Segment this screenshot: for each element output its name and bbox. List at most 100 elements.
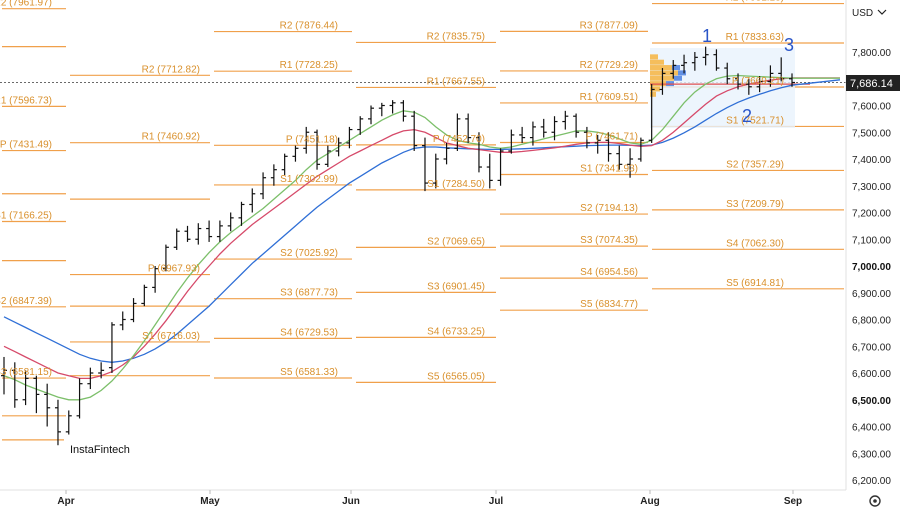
ohlc-bar [540,118,547,138]
ohlc-bar [368,105,375,125]
ohlc-bar [335,137,342,157]
ohlc-bar [1,356,7,395]
ohlc-bar [314,129,321,170]
pivot-label: R2 (7981.13) [726,0,784,4]
ohlc-bar [508,129,515,154]
pivot-label: S3 (7074.35) [580,235,638,246]
pivot-labels: R2 (7961.97) R1 (7596.73) P (7431.49) S1 (7… [0,0,784,382]
ohlc-bar [573,113,580,138]
ohlc-bar [87,367,94,390]
ohlc-bar [270,164,277,186]
ohlc-bar [648,84,655,143]
pivot-label: P (6967.93) [148,264,200,275]
last-price-label: 7,686.14 [850,78,893,90]
ohlc-bar [454,113,461,151]
ohlc-bar [303,126,310,154]
volume-profile-bar [650,86,660,92]
ohlc-bar [562,110,569,130]
ohlc-bar [681,54,688,74]
pivot-label: R2 (7729.29) [580,60,638,71]
ohlc-bar [421,137,428,192]
pivot-label: S2 (7069.65) [427,236,485,247]
pivot-label: R2 (7876.44) [280,21,338,32]
ohlc-bar [227,212,234,232]
ohlc-bar [33,375,40,414]
pivot-label: S5 (6834.77) [580,299,638,310]
x-axis-tick-label: Sep [784,496,802,507]
ohlc-bar [659,68,666,95]
ohlc-bar [173,228,180,250]
settings-gear-icon[interactable] [869,495,881,507]
x-axis-tick-label: May [200,496,220,507]
pivot-label: R1 (7460.92) [142,132,200,143]
pivot-levels [0,2,846,441]
pivot-label: S1 (6716.03) [142,331,200,342]
ohlc-bar [745,78,752,95]
y-axis-tick-label: 6,200.00 [852,476,891,487]
pivot-label: R1 (7667.55) [427,76,485,87]
pivot-label: S2 (7194.13) [580,203,638,214]
x-axis-tick-label: Jul [489,496,504,507]
chevron-down-icon[interactable] [877,9,887,15]
ohlc-bar [98,362,105,379]
ohlc-bar [497,148,504,186]
pivot-label: R3 (7877.09) [580,20,638,31]
pivot-label: R1 (7596.73) [0,95,52,106]
ohlc-bar [195,223,202,245]
y-axis-tick-label: 7,100.00 [852,235,891,246]
pivot-label: P (7461.71) [586,131,638,142]
volume-profile-bar [650,54,658,60]
pivot-label: S1 (7284.50) [427,179,485,190]
pivot-label: S4 (6954.56) [580,267,638,278]
x-axis-tick-label: Apr [57,496,74,507]
ohlc-bar [411,110,418,151]
ohlc-bar [249,188,256,213]
currency-label[interactable]: USD [852,8,873,19]
y-axis-tick-label: 6,800.00 [852,316,891,327]
y-axis-ticks: 7,800.007,700.007,600.007,500.007,400.00… [852,48,891,487]
pivot-label: S4 (6729.53) [280,327,338,338]
y-axis-tick-label: 7,200.00 [852,209,891,220]
x-axis-ticks: Apr May Jun Jul Aug Sep [57,490,802,507]
pivot-label: S5 (6581.33) [280,367,338,378]
last-price-badge [846,75,900,91]
y-axis-tick-label: 7,600.00 [852,102,891,113]
ohlc-bar [519,126,526,143]
ohlc-bar [432,153,439,189]
pivot-label: S4 (7062.30) [726,238,784,249]
wave-label-1: 1 [702,26,712,46]
sma-mid-line [3,77,840,380]
y-axis-tick-label: 7,400.00 [852,155,891,166]
y-axis-tick-label: 7,500.00 [852,128,891,139]
volume-profile-bar [678,70,686,76]
pivot-label: S3 (7209.79) [726,199,784,210]
y-axis-tick-label: 7,300.00 [852,182,891,193]
pivot-label: P (7452.70) [433,134,485,145]
ohlc-bar [54,399,61,446]
ohlc-bar [238,201,245,226]
y-axis-tick-label: 7,800.00 [852,48,891,59]
ohlc-bar [529,121,536,146]
ohlc-bar [702,46,709,66]
pivot-label: P (7431.49) [0,140,52,151]
ohlc-bar [292,145,299,162]
ohlc-bar [206,220,213,242]
ohlc-bar [108,322,115,373]
ohlc-bar [627,148,634,178]
pivot-label: S5 (6565.05) [427,371,485,382]
brand-background [64,438,148,462]
pivot-label: R2 (7712.82) [142,64,200,75]
ohlc-bar [605,132,612,162]
pivot-label: S4 (6733.25) [427,326,485,337]
ohlc-bar [475,132,482,173]
volume-profile-bar [650,65,672,71]
ohlc-bar [130,298,137,323]
ohlc-bar [216,220,223,242]
ohlc-bar [465,113,472,143]
pivot-label: S2 (7357.29) [726,159,784,170]
ohlc-bar [594,134,601,154]
ohlc-bar [162,244,169,272]
ohlc-bar [22,370,29,406]
ohlc-bar [637,137,644,162]
volume-profile-bar [650,59,664,65]
